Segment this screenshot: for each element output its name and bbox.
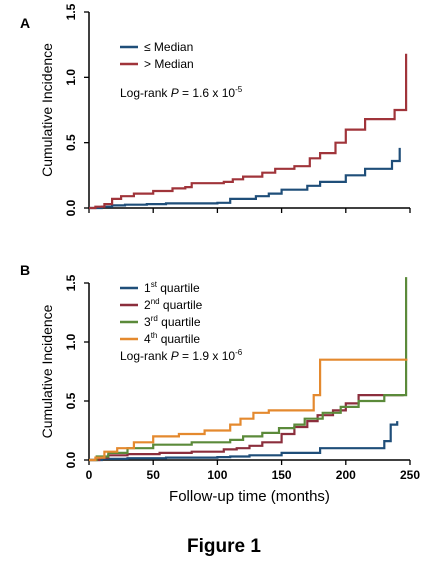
y-tick-label: 0.0 bbox=[64, 451, 78, 468]
y-tick-label: 1.0 bbox=[64, 333, 78, 350]
x-tick-label: 50 bbox=[147, 468, 161, 482]
logrank-annotation: Log-rank P = 1.9 x 10-6 bbox=[120, 348, 243, 363]
panel-label: A bbox=[20, 15, 30, 31]
panel-a: A 0.0 0.5 1.0 1.5 Cumulative Incidence ≤ Media… bbox=[20, 3, 411, 216]
x-tick-label: 100 bbox=[207, 468, 227, 482]
series-line bbox=[89, 421, 399, 462]
y-axis-title: Cumulative Incidence bbox=[39, 304, 55, 438]
series-line bbox=[89, 358, 408, 462]
y-tick-label: 0.0 bbox=[64, 199, 78, 216]
series-line bbox=[89, 147, 401, 210]
legend-label: > Median bbox=[144, 57, 194, 71]
legend-label: ≤ Median bbox=[144, 40, 193, 54]
legend-label: 4th quartile bbox=[144, 331, 200, 346]
x-axis-title: Follow-up time (months) bbox=[169, 488, 330, 505]
y-tick-label: 0.5 bbox=[64, 392, 78, 409]
legend-label: 2nd quartile bbox=[144, 297, 203, 312]
legend-label: 3rd quartile bbox=[144, 314, 201, 329]
x-tick-label: 150 bbox=[272, 468, 292, 482]
y-tick-label: 1.0 bbox=[64, 69, 78, 86]
legend-label: 1st quartile bbox=[144, 280, 200, 295]
y-tick-label: 1.5 bbox=[64, 3, 78, 20]
x-tick-label: 200 bbox=[336, 468, 356, 482]
x-tick-label: 0 bbox=[86, 468, 93, 482]
y-axis-title: Cumulative Incidence bbox=[39, 43, 55, 177]
series-line bbox=[89, 394, 404, 462]
series-line bbox=[89, 53, 408, 210]
x-tick-label: 250 bbox=[400, 468, 420, 482]
figure-caption: Figure 1 bbox=[187, 536, 261, 557]
y-tick-label: 0.5 bbox=[64, 134, 78, 151]
y-tick-label: 1.5 bbox=[64, 274, 78, 291]
panel-label: B bbox=[20, 262, 30, 278]
panel-b: B 0.0 0.5 1.0 1.5 0 50 100 150 200 250 Cumulative I… bbox=[20, 262, 420, 505]
logrank-annotation: Log-rank P = 1.6 x 10-5 bbox=[120, 85, 243, 100]
series-line bbox=[89, 277, 408, 462]
